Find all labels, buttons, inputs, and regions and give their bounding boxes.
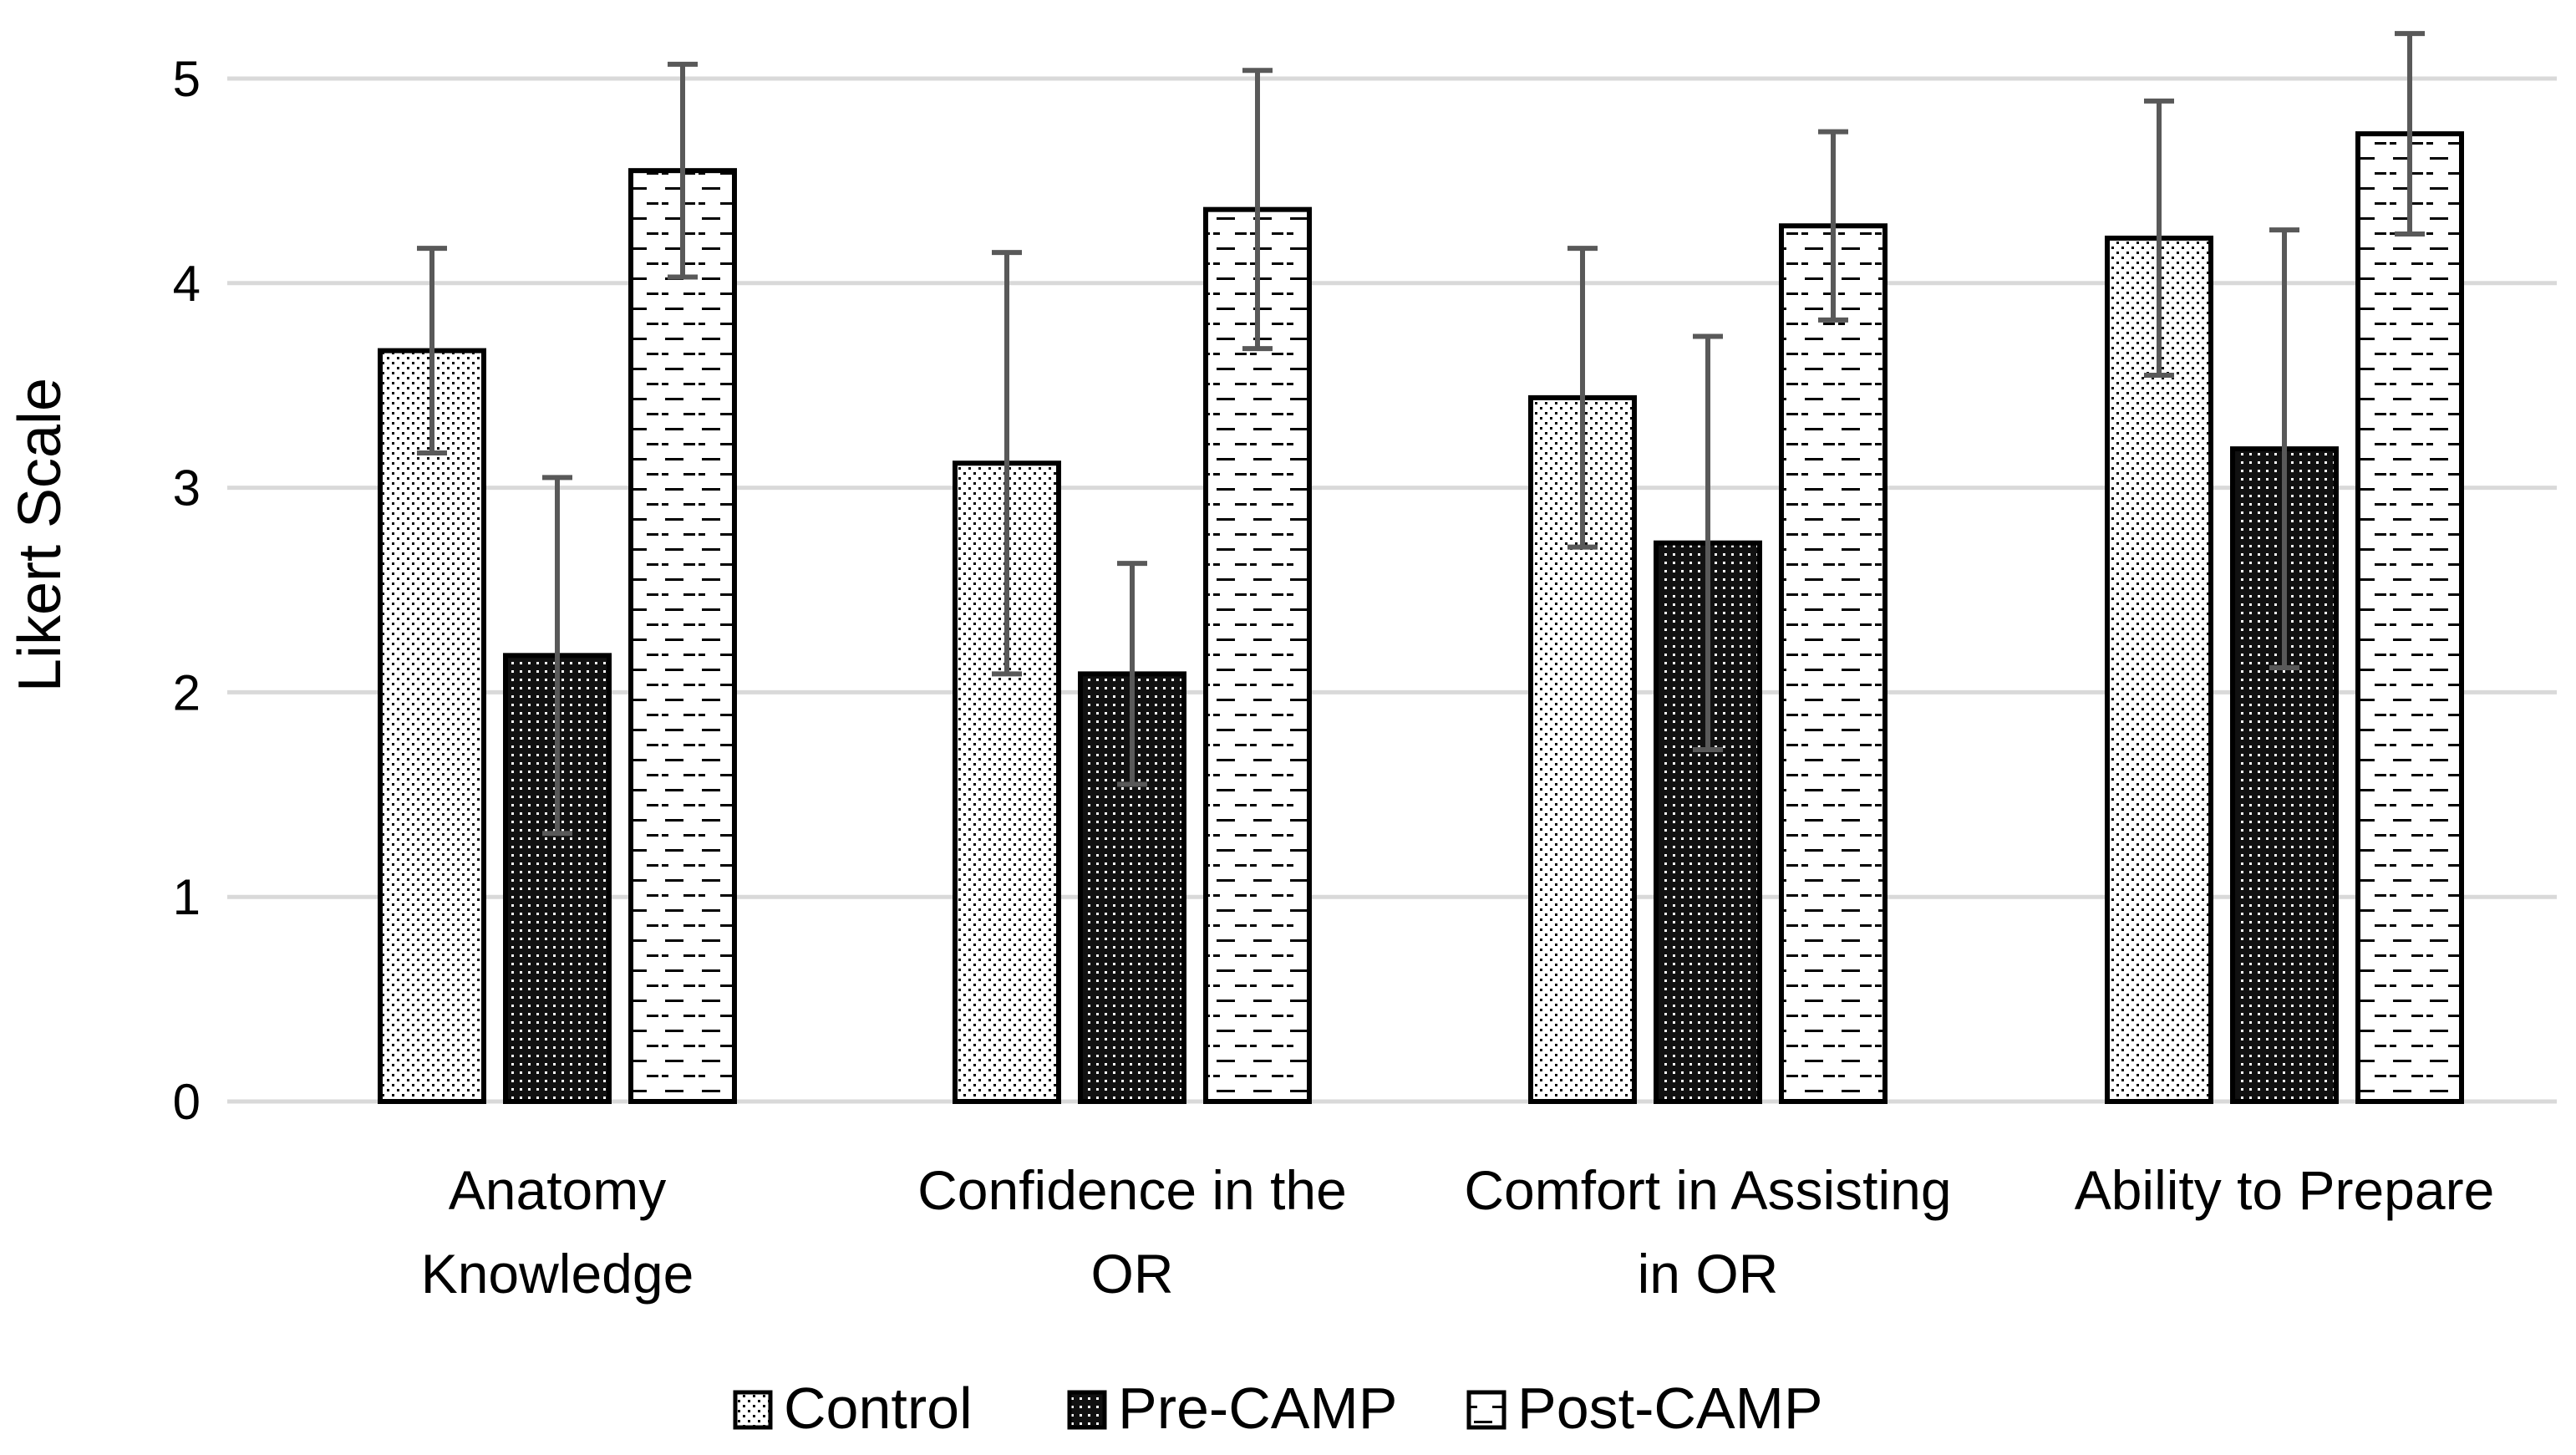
bar-control-0 bbox=[378, 348, 486, 1105]
bar-post-camp-2 bbox=[1779, 223, 1888, 1105]
x-category-label: Confidence in the OR bbox=[917, 1159, 1347, 1305]
bar-post-camp-3 bbox=[2355, 131, 2464, 1105]
y-tick-label: 4 bbox=[173, 256, 201, 312]
bar-post-camp-0 bbox=[628, 168, 737, 1104]
y-tick-label: 0 bbox=[173, 1074, 201, 1130]
error-bar-post-camp-1 bbox=[1242, 68, 1273, 352]
y-axis-ticks: 0 1 2 3 4 5 bbox=[173, 51, 201, 1130]
y-tick-label: 1 bbox=[173, 869, 201, 925]
error-bar-post-camp-3 bbox=[2395, 31, 2425, 237]
x-category-label: Ability to Prepare bbox=[2075, 1159, 2495, 1221]
error-bars bbox=[417, 31, 2425, 837]
legend-swatch-pre-camp bbox=[1067, 1390, 1107, 1430]
y-tick-label: 5 bbox=[173, 51, 201, 107]
legend-label-control: Control bbox=[784, 1376, 973, 1441]
y-tick-label: 2 bbox=[173, 664, 201, 720]
y-tick-label: 3 bbox=[173, 460, 201, 516]
error-bar-post-camp-0 bbox=[668, 61, 698, 280]
x-category-label: Anatomy Knowledge bbox=[421, 1159, 694, 1305]
bar-post-camp-1 bbox=[1203, 206, 1312, 1104]
legend-label-pre-camp: Pre-CAMP bbox=[1118, 1376, 1397, 1441]
error-bar-pre-camp-1 bbox=[1117, 561, 1147, 787]
error-bar-control-2 bbox=[1567, 246, 1598, 550]
legend-swatch-control bbox=[733, 1390, 773, 1430]
x-axis-labels: Anatomy Knowledge Confidence in the OR Comfo… bbox=[421, 1159, 2495, 1305]
legend-swatch-post-camp bbox=[1466, 1390, 1506, 1430]
error-bar-pre-camp-0 bbox=[542, 475, 572, 837]
error-bar-control-1 bbox=[992, 250, 1022, 677]
error-bar-control-0 bbox=[417, 246, 447, 455]
error-bar-pre-camp-3 bbox=[2269, 227, 2299, 671]
error-bar-post-camp-2 bbox=[1818, 129, 1848, 323]
y-axis-title: Likert Scale bbox=[7, 378, 74, 692]
legend: Control Pre-CAMP Post-CAMP bbox=[733, 1376, 1823, 1441]
x-category-label: Comfort in Assisting in OR bbox=[1464, 1159, 1951, 1305]
error-bar-control-3 bbox=[2144, 98, 2174, 378]
error-bar-pre-camp-2 bbox=[1693, 333, 1723, 752]
legend-label-post-camp: Post-CAMP bbox=[1517, 1376, 1823, 1441]
